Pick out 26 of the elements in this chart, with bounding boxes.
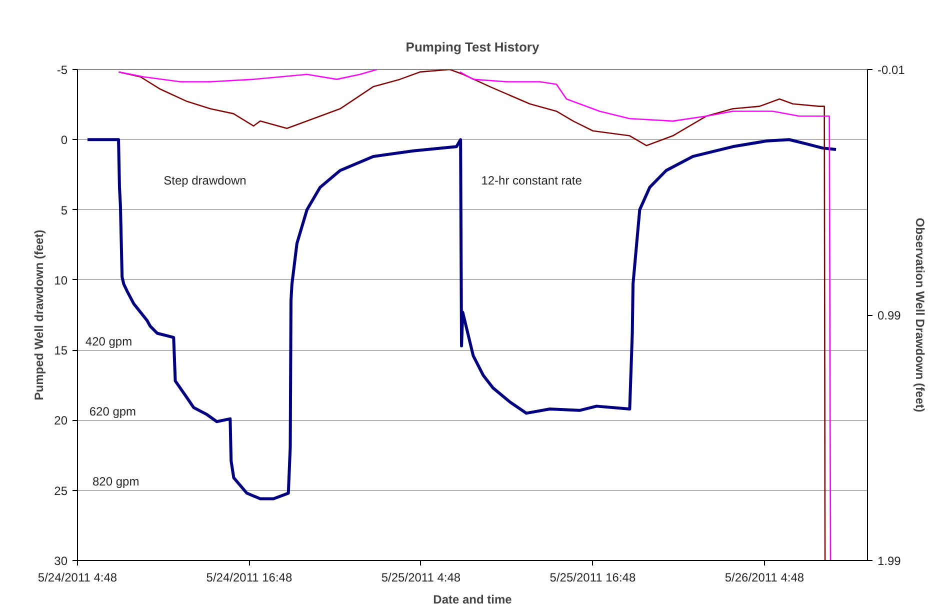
x-axis-title: Date and time	[433, 592, 512, 606]
y-tick-label: 5	[60, 203, 68, 218]
annotation: 820 gpm	[92, 474, 140, 488]
y-tick-label: 30	[54, 554, 68, 568]
y-tick-label: -5	[56, 63, 68, 77]
annotation: Step drawdown	[164, 173, 246, 188]
line-series	[86, 138, 838, 500]
y-axis-title: Pumped Well drawdown (feet)	[32, 230, 46, 400]
annotation: 12-hr constant rate	[481, 173, 582, 188]
annotation: 620 gpm	[89, 404, 136, 419]
y-tick-label: 0	[60, 133, 68, 148]
annotation: 420 gpm	[85, 334, 132, 349]
y2-tick-label: 0.99	[878, 308, 902, 322]
x-tick-label: 5/26/2011 4:48	[724, 570, 804, 584]
y-tick-label: 15	[54, 344, 68, 358]
x-tick-label: 5/25/2011 16:48	[550, 570, 636, 584]
y2-axis-title: Observation Well Drawdown (feet)	[912, 218, 927, 412]
y2-tick-label: 1.99	[878, 554, 902, 568]
x-tick-label: 5/24/2011 16:48	[206, 570, 292, 584]
y-tick-label: 10	[54, 273, 68, 288]
x-tick-label: 5/25/2011 4:48	[381, 570, 461, 584]
x-tick-label: 5/24/2011 4:48	[38, 570, 118, 584]
chart-title: Pumping Test History	[406, 40, 540, 54]
y-tick-label: 25	[54, 484, 68, 498]
y2-tick-label: -0.01	[878, 63, 906, 77]
y-tick-label: 20	[54, 414, 68, 428]
